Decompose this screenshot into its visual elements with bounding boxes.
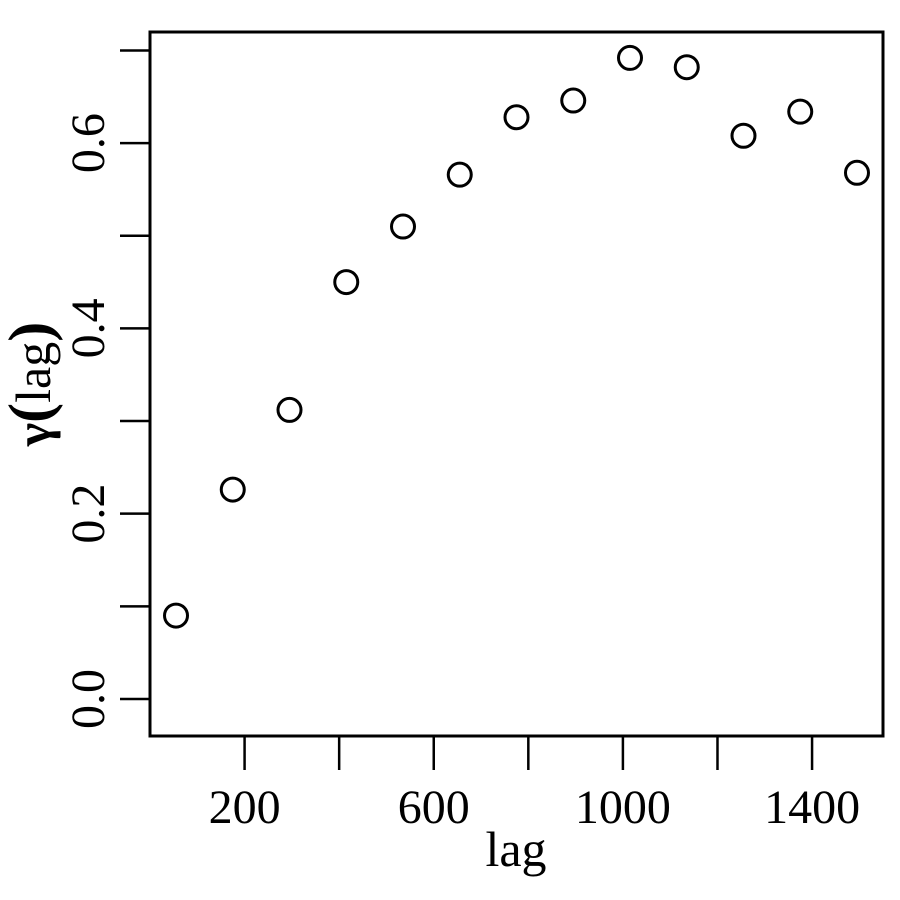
y-axis: 0.0 0.2 0.4 0.6 [62,49,150,729]
plot-frame [148,30,885,738]
y-axis-title-open-paren: ( [0,403,63,423]
data-point [446,161,473,188]
data-point [730,122,757,149]
x-tick-label: 1400 [764,781,860,834]
y-tick-label: 0.2 [62,484,115,544]
y-tick-label: 0.0 [62,669,115,729]
y-axis-title: γ(lag) [0,322,63,447]
data-point [560,87,587,114]
data-point [616,44,643,71]
x-tick-label: 600 [398,781,470,834]
y-tick-label: 0.6 [62,113,115,173]
data-point [276,396,303,423]
data-point [163,602,190,629]
x-tick-label: 200 [209,781,281,834]
x-tick-label: 1000 [575,781,671,834]
y-tick-label: 0.4 [62,298,115,358]
data-point [843,159,870,186]
data-point [787,98,814,125]
data-point [333,269,360,296]
data-point [390,213,417,240]
x-axis-title: lag [485,821,546,877]
data-point [503,104,530,131]
data-point [219,476,246,503]
x-axis: 200 600 1000 1400 [209,736,860,834]
y-axis-title-symbol: γ [5,423,61,447]
y-axis-title-close-paren: ) [0,322,63,342]
data-point [673,54,700,81]
y-axis-title-variable: lag [5,342,61,403]
data-points [163,44,870,629]
